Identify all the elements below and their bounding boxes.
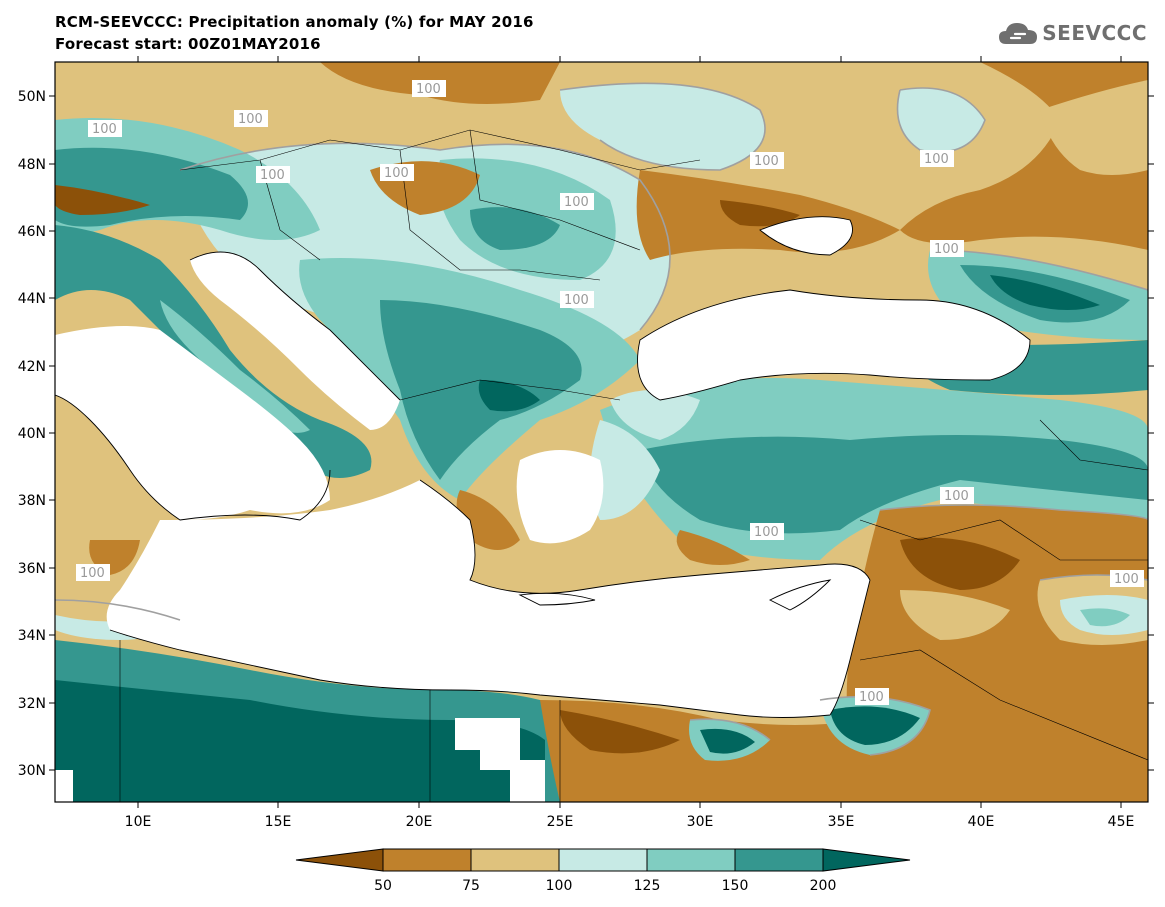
lon-tick-label: 35E — [828, 814, 855, 830]
lat-tick-label: 42N — [18, 359, 46, 375]
svg-text:100: 100 — [92, 122, 117, 137]
contour-lines — [55, 82, 1148, 756]
lat-tick-label: 40N — [18, 426, 46, 442]
seevccc-logo: SEEVCCC — [998, 20, 1147, 46]
svg-text:100: 100 — [754, 154, 779, 169]
svg-text:100: 100 — [1114, 572, 1139, 587]
contour-label: 100 — [234, 110, 268, 127]
lon-tick-label: 20E — [406, 814, 433, 830]
colorbar-tick-label: 100 — [546, 878, 573, 894]
lat-tick-label: 50N — [18, 89, 46, 105]
map-title: RCM-SEEVCCC: Precipitation anomaly (%) f… — [55, 13, 534, 31]
lon-tick-label: 40E — [968, 814, 995, 830]
contour-label: 100 — [940, 487, 974, 504]
lat-tick-label: 44N — [18, 291, 46, 307]
colorbar-tick-label: 75 — [462, 878, 480, 894]
anomaly-field — [55, 62, 1148, 802]
colorbar-segment — [822, 848, 911, 872]
svg-text:100: 100 — [859, 690, 884, 705]
lon-tick-label: 45E — [1108, 814, 1135, 830]
colorbar-segment — [382, 848, 472, 872]
svg-text:100: 100 — [564, 195, 589, 210]
coastlines — [55, 216, 1031, 718]
contour-label: 100 — [750, 152, 784, 169]
lon-tick-label: 25E — [547, 814, 574, 830]
svg-text:100: 100 — [238, 112, 263, 127]
svg-text:100: 100 — [384, 166, 409, 181]
contour-label: 100 — [560, 291, 594, 308]
contour-label: 100 — [560, 193, 594, 210]
colorbar-tick-label: 150 — [722, 878, 749, 894]
country-borders — [119, 129, 1148, 802]
lat-tick-label: 30N — [18, 763, 46, 779]
lat-axis: 50N 48N 46N 44N 42N 40N 38N 36N 34N 32N … — [18, 89, 1154, 779]
svg-text:100: 100 — [416, 82, 441, 97]
contour-label: 100 — [380, 164, 414, 181]
lon-axis: 10E 15E 20E 25E 30E 35E 40E 45E — [125, 56, 1135, 830]
cloud-logo-icon — [999, 23, 1038, 44]
svg-text:100: 100 — [924, 152, 949, 167]
svg-text:100: 100 — [754, 525, 779, 540]
contour-label: 100 — [920, 150, 954, 167]
contour-label: 100 — [855, 688, 889, 705]
colorbar-segment — [558, 848, 648, 872]
contour-label: 100 — [256, 166, 290, 183]
lat-tick-label: 48N — [18, 157, 46, 173]
colorbar-tick-label: 50 — [374, 878, 392, 894]
logo-text: SEEVCCC — [1042, 21, 1147, 45]
svg-text:100: 100 — [80, 566, 105, 581]
lon-tick-label: 30E — [687, 814, 714, 830]
lat-tick-label: 46N — [18, 224, 46, 240]
svg-text:100: 100 — [260, 168, 285, 183]
contour-labels: 100 100 100 100 100 100 100 100 100 100 … — [76, 80, 1144, 705]
lat-tick-label: 34N — [18, 628, 46, 644]
colorbar-tick-label: 125 — [634, 878, 661, 894]
contour-label: 100 — [76, 564, 110, 581]
contour-label: 100 — [412, 80, 446, 97]
contour-label: 100 — [1110, 570, 1144, 587]
colorbar: 50 75 100 125 150 200 — [295, 848, 911, 894]
colorbar-segment — [646, 848, 736, 872]
colorbar-segment — [295, 848, 384, 872]
colorbar-segment — [470, 848, 560, 872]
map-frame — [54, 61, 1149, 803]
lat-tick-label: 36N — [18, 561, 46, 577]
colorbar-segment — [734, 848, 824, 872]
colorbar-tick-label: 200 — [810, 878, 837, 894]
svg-text:100: 100 — [934, 242, 959, 257]
svg-text:100: 100 — [564, 293, 589, 308]
lat-tick-label: 32N — [18, 696, 46, 712]
forecast-start-label: Forecast start: 00Z01MAY2016 — [55, 35, 321, 53]
lon-tick-label: 15E — [265, 814, 292, 830]
svg-text:100: 100 — [944, 489, 969, 504]
contour-label: 100 — [88, 120, 122, 137]
lon-tick-label: 10E — [125, 814, 152, 830]
contour-label: 100 — [930, 240, 964, 257]
contour-label: 100 — [750, 523, 784, 540]
lat-tick-label: 38N — [18, 493, 46, 509]
